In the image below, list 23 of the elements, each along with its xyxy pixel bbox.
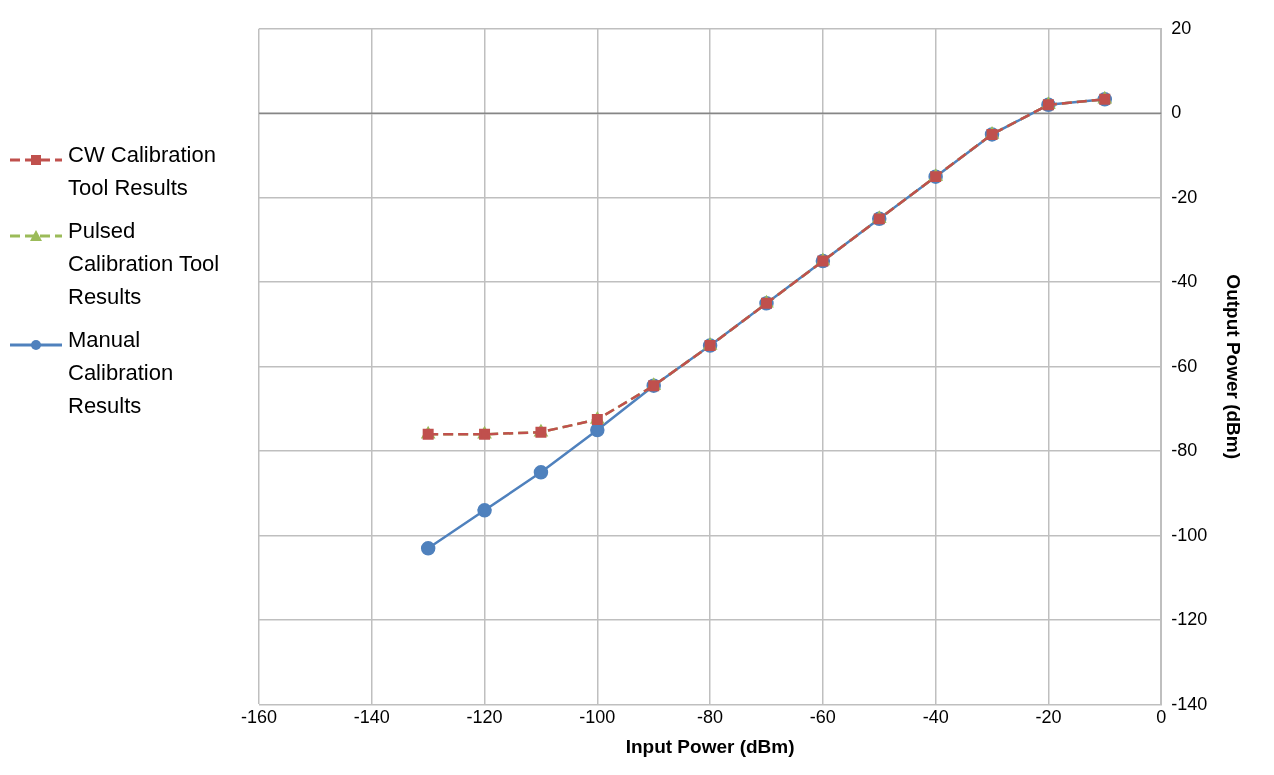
y2-tick-label: 0 bbox=[1171, 102, 1182, 123]
x-tick-label: -140 bbox=[353, 707, 390, 728]
x-tick-label: -60 bbox=[809, 707, 836, 728]
x-tick-label: -20 bbox=[1035, 707, 1062, 728]
x-tick-label: -160 bbox=[241, 707, 278, 728]
legend-label: CW Calibration Tool Results bbox=[68, 141, 217, 202]
y2-tick-label: 20 bbox=[1171, 17, 1192, 38]
y2-tick-label: -140 bbox=[1171, 693, 1208, 714]
x-tick-label: -80 bbox=[697, 707, 724, 728]
x-tick-label: -120 bbox=[466, 707, 503, 728]
y2-tick-label: -80 bbox=[1171, 440, 1198, 461]
y2-tick-label: -100 bbox=[1171, 524, 1208, 545]
y2-tick-label: -120 bbox=[1171, 609, 1208, 630]
x-tick-label: 0 bbox=[1156, 707, 1167, 728]
legend-label: Pulsed Calibration Tool Results bbox=[68, 217, 221, 311]
y2-tick-label: -20 bbox=[1171, 186, 1198, 207]
x-tick-label: -40 bbox=[922, 707, 949, 728]
y2-tick-label: -60 bbox=[1171, 355, 1198, 376]
x-axis-title: Input Power (dBm) bbox=[625, 735, 795, 757]
legend-label: Manual Calibration Results bbox=[68, 326, 175, 420]
x-tick-label: -100 bbox=[579, 707, 616, 728]
y2-axis-title: Output Power (dBm) bbox=[1223, 274, 1245, 460]
y2-tick-label: -40 bbox=[1171, 271, 1198, 292]
